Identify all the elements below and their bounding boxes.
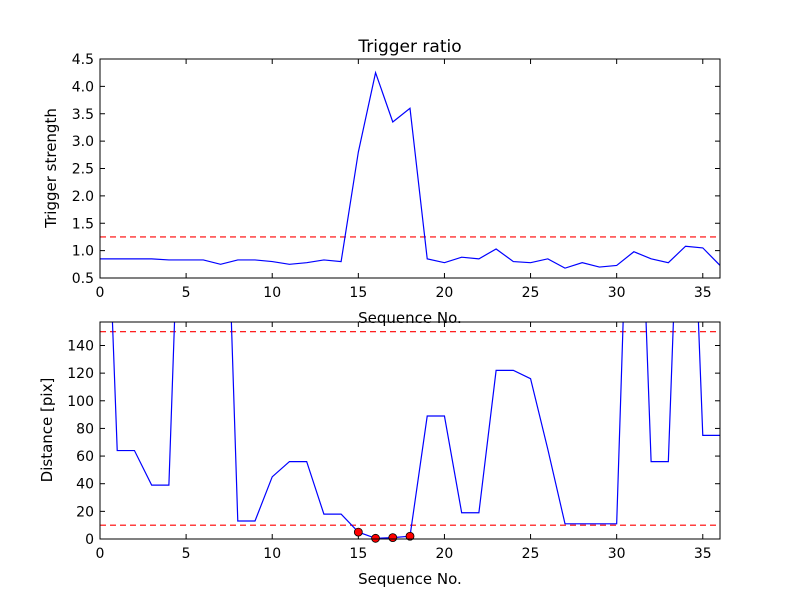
y-tick-label: 0.5 [72,271,94,287]
x-tick-label: 5 [182,285,191,301]
data-point-marker [405,531,415,541]
chart-title: Trigger ratio [357,37,461,57]
y-tick-label: 2.5 [72,162,94,178]
x-tick-label: 25 [522,285,540,301]
x-tick-label: 15 [349,546,367,562]
x-tick-label: 25 [522,546,540,562]
y-tick-label: 3.0 [72,134,94,150]
y-tick-label: 0 [85,532,94,548]
x-axis-label: Sequence No. [358,309,462,327]
x-tick-label: 30 [608,285,626,301]
x-tick-label: 20 [436,546,454,562]
series-line [100,70,720,269]
y-tick-label: 80 [76,421,94,437]
x-tick-label: 35 [694,285,712,301]
x-tick-label: 0 [96,546,105,562]
x-tick-label: 0 [96,285,105,301]
y-tick-label: 120 [67,366,94,382]
data-point-marker [353,527,363,537]
y-tick-label: 60 [76,449,94,465]
y-tick-label: 40 [76,477,94,493]
y-axis-label: Trigger strength [42,108,60,229]
y-tick-label: 140 [67,338,94,354]
x-tick-label: 35 [694,546,712,562]
y-tick-label: 2.0 [72,189,94,205]
data-point-marker [371,533,380,543]
x-tick-label: 15 [349,285,367,301]
distance-chart: 0 5 10 15 20 25 30 35 0 20 40 60 80 100 120 140 Sequenc… [38,321,721,588]
y-tick-label: 4.5 [72,52,94,68]
y-tick-label: 100 [67,394,94,410]
trigger-ratio-chart: Trigger ratio 0 5 10 15 20 25 30 35 0.5 1.0 1.5 2.0… [42,37,721,327]
x-tick-label: 30 [608,546,626,562]
x-tick-label: 10 [263,546,281,562]
plot-frame [99,58,721,279]
x-axis-label: Sequence No. [358,570,462,588]
x-tick-label: 10 [263,285,281,301]
y-axis-label: Distance [pix] [38,378,56,483]
y-tick-label: 20 [76,504,94,520]
y-tick-label: 1.5 [72,216,94,232]
y-tick-label: 4.0 [72,79,94,95]
x-tick-label: 5 [182,546,191,562]
plot-frame [99,321,721,540]
y-tick-label: 3.5 [72,107,94,123]
x-tick-label: 20 [436,285,454,301]
y-tick-label: 1.0 [72,244,94,260]
data-point-marker [388,533,398,543]
